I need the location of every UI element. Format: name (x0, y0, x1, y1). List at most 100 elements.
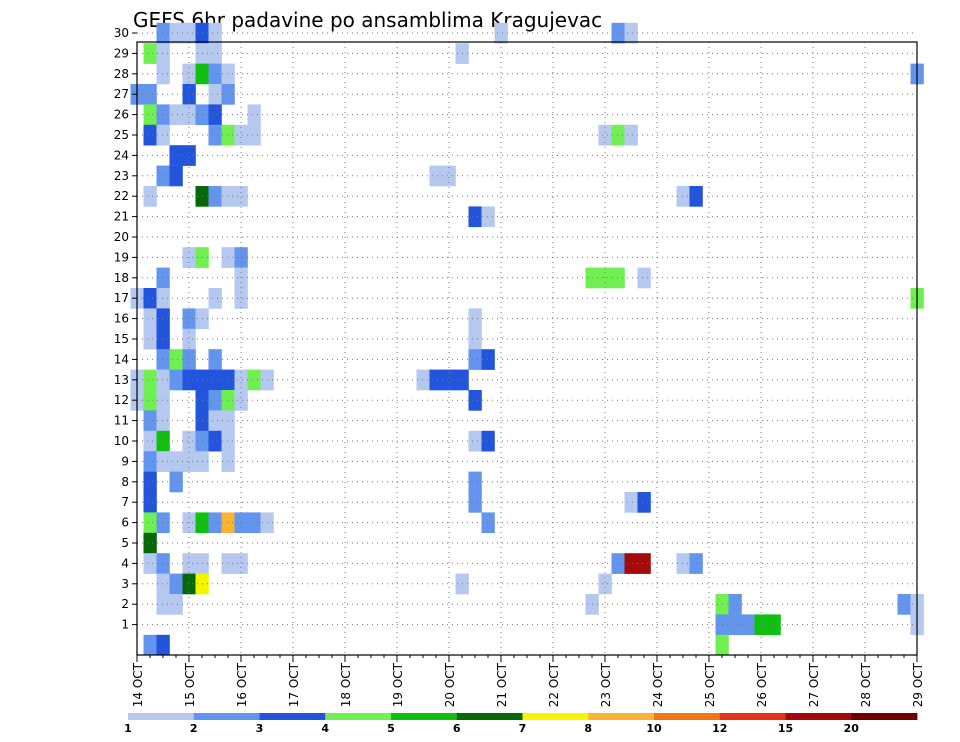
heatmap-cell (182, 328, 196, 350)
heatmap-cell (247, 104, 261, 126)
heatmap-cell (156, 165, 170, 187)
y-tick-label: 24 (114, 148, 129, 162)
heatmap-cell (156, 328, 170, 350)
heatmap-cell (481, 206, 495, 228)
heatmap-cell (897, 594, 911, 615)
heatmap-cell (143, 369, 157, 391)
heatmap-cell (442, 369, 456, 391)
heatmap-cell (208, 512, 222, 534)
heatmap-cell (234, 288, 248, 309)
heatmap-cell (169, 573, 183, 595)
heatmap-cell (182, 349, 196, 370)
heatmap-cell (741, 614, 755, 636)
legend-swatch (522, 713, 589, 720)
legend-label: 10 (646, 722, 662, 735)
heatmap-cell (182, 84, 196, 105)
heatmap-cell (221, 553, 235, 574)
heatmap-cell (715, 634, 729, 656)
heatmap-cell (143, 410, 157, 432)
heatmap-cell (468, 206, 482, 228)
heatmap-cell (221, 430, 235, 452)
heatmap-cell (624, 553, 638, 574)
heatmap-cell (143, 553, 157, 574)
heatmap-cell (143, 104, 157, 126)
heatmap-cell (182, 369, 196, 391)
legend-swatch (128, 713, 195, 720)
heatmap-cell (169, 594, 183, 615)
heatmap-cell (182, 573, 196, 595)
heatmap-cell (208, 22, 222, 44)
heatmap-cell (247, 124, 261, 146)
x-tick-label: 24 OCT (651, 662, 665, 707)
y-tick-label: 4 (121, 556, 129, 570)
heatmap-cell (156, 308, 170, 330)
heatmap-cell (416, 369, 430, 391)
y-tick-label: 8 (121, 475, 129, 489)
y-tick-label: 25 (114, 128, 129, 142)
y-tick-label: 5 (121, 536, 129, 550)
heatmap-cell (624, 124, 638, 146)
legend-label: 1 (124, 722, 132, 735)
y-axis-ticks: 1234567891011121314151617181920212223242… (114, 26, 137, 632)
heatmap-cell (442, 165, 456, 187)
heatmap-cell (182, 104, 196, 126)
heatmap-cell (247, 369, 261, 391)
y-tick-label: 29 (114, 46, 129, 60)
y-tick-label: 17 (114, 291, 129, 305)
legend-swatch (851, 713, 918, 720)
heatmap-cell (208, 430, 222, 452)
heatmap-cell (169, 471, 183, 493)
heatmap-cell (208, 369, 222, 391)
heatmap-cell (728, 614, 742, 636)
x-tick-label: 16 OCT (235, 662, 249, 707)
heatmap-cell (624, 22, 638, 44)
heatmap-cell (156, 288, 170, 309)
heatmap-cell (208, 104, 222, 126)
heatmap-cell (169, 369, 183, 391)
heatmap-cell (247, 512, 261, 534)
heatmap-cell (234, 124, 248, 146)
heatmap-cell (143, 451, 157, 472)
heatmap-cell (481, 512, 495, 534)
heatmap-cell (143, 430, 157, 452)
heatmap-cell (234, 186, 248, 207)
heatmap-cell (169, 145, 183, 166)
legend-swatch (654, 713, 721, 720)
legend-swatch (785, 713, 852, 720)
heatmap-cell (429, 165, 443, 187)
x-tick-label: 22 OCT (547, 662, 561, 707)
legend-label: 2 (190, 722, 198, 735)
heatmap-cell (468, 471, 482, 493)
heatmap-cell (598, 124, 612, 146)
legend-label: 15 (778, 722, 793, 735)
heatmap-cell (169, 22, 183, 44)
heatmap-cell (728, 594, 742, 615)
x-tick-label: 18 OCT (339, 662, 353, 707)
heatmap-cell (182, 451, 196, 472)
y-tick-label: 22 (114, 189, 129, 203)
heatmap-cell (182, 63, 196, 85)
heatmap-cell (156, 43, 170, 64)
heatmap-cell (676, 553, 690, 574)
heatmap-cell (156, 512, 170, 534)
heatmap-cell (689, 553, 703, 574)
x-tick-label: 20 OCT (443, 662, 457, 707)
heatmap-cell (637, 492, 651, 513)
y-tick-label: 9 (121, 454, 129, 468)
heatmap-cell (143, 186, 157, 207)
x-tick-label: 21 OCT (495, 662, 509, 707)
legend-swatch (391, 713, 458, 720)
heatmap-cell (156, 553, 170, 574)
legend-label: 12 (712, 722, 727, 735)
heatmap-cell (143, 308, 157, 330)
legend-swatch (456, 713, 523, 720)
y-tick-label: 7 (121, 495, 129, 509)
legend-label: 20 (844, 722, 860, 735)
y-tick-label: 23 (114, 169, 129, 183)
heatmap-cell (156, 634, 170, 656)
heatmap-cell (156, 22, 170, 44)
heatmap-cell (624, 492, 638, 513)
heatmap-cell (611, 22, 625, 44)
x-tick-label: 19 OCT (391, 662, 405, 707)
heatmap-cell (143, 390, 157, 411)
